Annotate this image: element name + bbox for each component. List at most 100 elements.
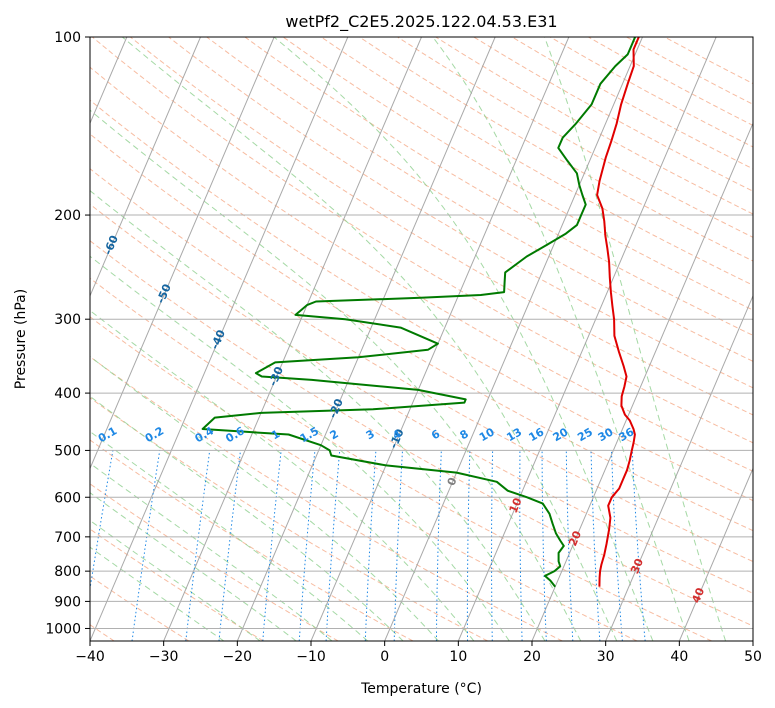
mixing-ratio-line — [90, 450, 114, 592]
moist-adiabat-line — [90, 519, 261, 641]
dry-adiabat-line — [90, 277, 712, 641]
mixing-ratio-line — [491, 450, 494, 641]
y-tick-label: 100 — [54, 30, 81, 46]
moist-adiabat-line — [273, 37, 654, 641]
mixing-ratio-label: 3 — [364, 427, 377, 442]
isotherm-line — [236, 37, 496, 641]
mixing-ratio-line — [364, 450, 377, 641]
isotherm-label: 30 — [628, 556, 646, 575]
isotherm-label: 10 — [507, 496, 525, 515]
isotherm-label: -60 — [101, 233, 121, 257]
mixing-ratio-label: 0.6 — [223, 424, 247, 445]
x-tick-label: −10 — [296, 649, 326, 665]
mixing-ratio-line — [631, 450, 646, 641]
mixing-ratio-label: 6 — [429, 427, 442, 442]
x-tick-label: 20 — [523, 649, 541, 665]
isotherm-label: 0 — [445, 475, 460, 487]
y-tick-label: 400 — [54, 386, 81, 402]
isotherm-label: -70 — [52, 176, 72, 200]
isotherm-label: -80 — [1, 124, 21, 148]
y-tick-label: 500 — [54, 443, 81, 459]
plot-frame — [89, 36, 754, 642]
mixing-ratio-line — [590, 450, 601, 641]
isotherm-line — [163, 37, 422, 641]
x-tick-label: 0 — [380, 649, 389, 665]
moist-adiabat-line — [90, 255, 510, 641]
mixing-ratio-label: 25 — [575, 425, 595, 444]
dry-adiabat-line — [90, 168, 753, 563]
y-tick-label: 200 — [54, 208, 81, 224]
mixing-ratio-label: 13 — [504, 425, 524, 444]
isotherm-label: -50 — [154, 282, 174, 306]
dry-adiabat-line — [90, 133, 753, 532]
y-tick-label: 700 — [54, 530, 81, 546]
x-tick-label: −30 — [149, 649, 179, 665]
dry-adiabat-line — [90, 203, 753, 594]
dry-adiabat-line — [90, 483, 339, 641]
mixing-ratio-line — [131, 450, 161, 641]
isotherm-line — [310, 37, 570, 641]
x-tick-label: 40 — [670, 649, 688, 665]
dewpoint-line — [201, 37, 637, 588]
dry-adiabat-line — [90, 439, 414, 641]
y-tick-label: 800 — [54, 564, 81, 580]
background-lines — [90, 37, 753, 641]
mixing-ratio-label: 10 — [477, 425, 497, 444]
dry-adiabat-line — [90, 316, 638, 641]
mixing-ratio-label: 0.2 — [143, 424, 166, 445]
y-axis-label: Pressure (hPa) — [13, 289, 29, 389]
y-tick-label: 600 — [54, 490, 81, 506]
mixing-ratio-label: 0.1 — [96, 424, 119, 445]
isotherm-label: -40 — [208, 328, 228, 352]
dry-adiabat-line — [206, 37, 753, 362]
moist-adiabat-line — [90, 355, 439, 641]
y-tick-label: 900 — [54, 594, 81, 610]
y-tick-label: 300 — [54, 312, 81, 328]
y-tick-label: 1000 — [45, 621, 81, 637]
moist-adiabat-line — [90, 190, 546, 641]
isotherm-line — [605, 294, 753, 641]
dry-adiabat-line — [90, 240, 753, 627]
x-tick-label: −20 — [223, 649, 253, 665]
mixing-ratio-label: 2 — [328, 427, 341, 442]
x-tick-label: 50 — [744, 649, 762, 665]
dry-adiabat-line — [90, 66, 753, 472]
dry-adiabat-line — [244, 37, 753, 336]
line-labels: -100-90-80-70-60-50-40-30-20-10010203040… — [1, 124, 707, 605]
dry-adiabat-line — [90, 528, 264, 641]
mixing-ratio-label: 1.5 — [298, 424, 321, 445]
dry-adiabat-line — [90, 397, 488, 641]
x-axis-label: Temperature (°C) — [360, 681, 482, 697]
moist-adiabat-line — [90, 492, 297, 641]
mixing-ratio-label: 20 — [551, 425, 571, 444]
moist-adiabat-line — [90, 395, 404, 641]
moist-adiabat-line — [90, 546, 225, 641]
moist-adiabat-line — [90, 309, 475, 641]
moist-adiabat-line — [544, 37, 727, 641]
mixing-ratio-line — [435, 450, 442, 641]
isotherm-line — [531, 122, 753, 641]
mixing-ratio-line — [466, 450, 471, 641]
dry-adiabat-line — [282, 37, 753, 311]
moist-adiabat-line — [90, 430, 369, 641]
dry-adiabat-line — [168, 37, 753, 389]
mixing-ratio-line — [611, 450, 623, 641]
moist-adiabat-line — [121, 37, 618, 641]
dry-adiabat-line — [549, 37, 753, 148]
mixing-ratio-line — [262, 450, 282, 641]
sounding-profiles — [201, 37, 640, 588]
isotherm-label: -20 — [326, 396, 346, 420]
moist-adiabat-line — [90, 462, 333, 641]
pressure-gridlines — [90, 37, 753, 629]
mixing-ratio-label: 30 — [596, 425, 616, 444]
isotherm-line — [678, 467, 753, 641]
isotherm-line — [90, 37, 275, 470]
isotherm-label: -30 — [266, 364, 286, 388]
isotherm-line — [90, 37, 201, 298]
temperature-line — [596, 37, 640, 587]
dry-adiabat-line — [511, 37, 753, 170]
chart-title: wetPf2_C2E5.2025.122.04.53.E31 — [285, 12, 557, 32]
dry-adiabat-line — [359, 37, 753, 262]
mixing-ratio-line — [298, 450, 316, 641]
